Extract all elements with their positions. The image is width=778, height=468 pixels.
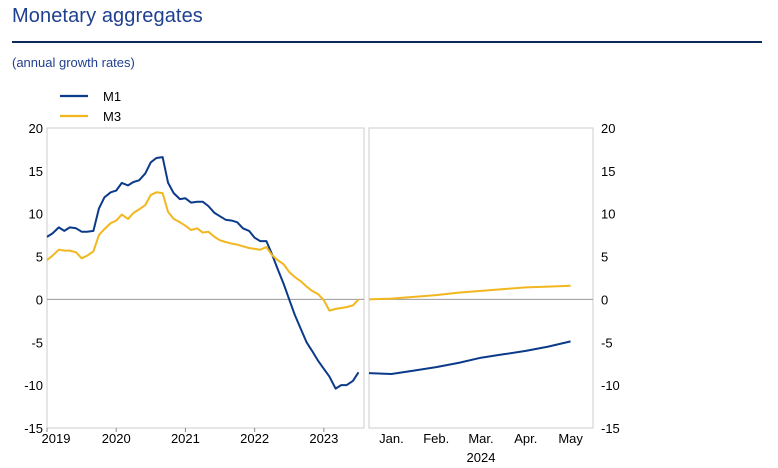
right-x-tick-label: Feb. <box>423 431 449 446</box>
left-y-tick-label: 5 <box>36 250 43 265</box>
right-y-tick-label: -15 <box>601 421 620 436</box>
right-y-tick-label: -10 <box>601 378 620 393</box>
left-x-tick-label: 2023 <box>309 431 338 446</box>
right-y-tick-label: 0 <box>601 292 608 307</box>
right-x-tick-label: May <box>558 431 583 446</box>
right-panel: 20 15 10 5 0 -5 -10 -15 Jan. Feb. Mar. Apr. May 2024 <box>368 121 620 465</box>
left-series-m1-line <box>46 156 360 390</box>
right-x-tick-label: Apr. <box>514 431 537 446</box>
left-y-tick-label: 20 <box>29 121 43 136</box>
left-y-tick-label: -15 <box>24 421 43 436</box>
right-y-tick-label: 20 <box>601 121 615 136</box>
left-y-tick-label: -5 <box>31 335 43 350</box>
chart-legend: M1 M3 <box>60 89 121 124</box>
chart-subtitle: (annual growth rates) <box>12 55 135 70</box>
title-divider <box>12 41 762 43</box>
left-y-tick-label: -10 <box>24 378 43 393</box>
left-x-tick-label: 2019 <box>42 431 71 446</box>
right-plot-frame <box>368 127 594 429</box>
left-y-tick-label: 15 <box>29 164 43 179</box>
left-series-m3-line <box>46 191 360 312</box>
right-y-tick-label: 5 <box>601 250 608 265</box>
left-x-tick-label: 2022 <box>240 431 269 446</box>
right-series-m3-line <box>368 284 571 301</box>
left-x-tick-label: 2020 <box>102 431 131 446</box>
right-y-tick-label: 10 <box>601 207 615 222</box>
right-y-tick-label: -5 <box>601 335 613 350</box>
left-y-tick-label: 0 <box>36 292 43 307</box>
left-x-tick-label: 2021 <box>171 431 200 446</box>
legend-m1-label: M1 <box>103 89 121 104</box>
right-x-tick-label: Mar. <box>468 431 493 446</box>
left-plot-frame <box>46 127 365 429</box>
legend-m3-label: M3 <box>103 109 121 124</box>
left-y-tick-label: 10 <box>29 207 43 222</box>
page-title: Monetary aggregates <box>12 5 203 27</box>
right-y-tick-label: 15 <box>601 164 615 179</box>
right-x-axis-year-label: 2024 <box>467 450 496 465</box>
right-x-tick-label: Jan. <box>379 431 404 446</box>
right-series-m1-line <box>368 340 571 375</box>
